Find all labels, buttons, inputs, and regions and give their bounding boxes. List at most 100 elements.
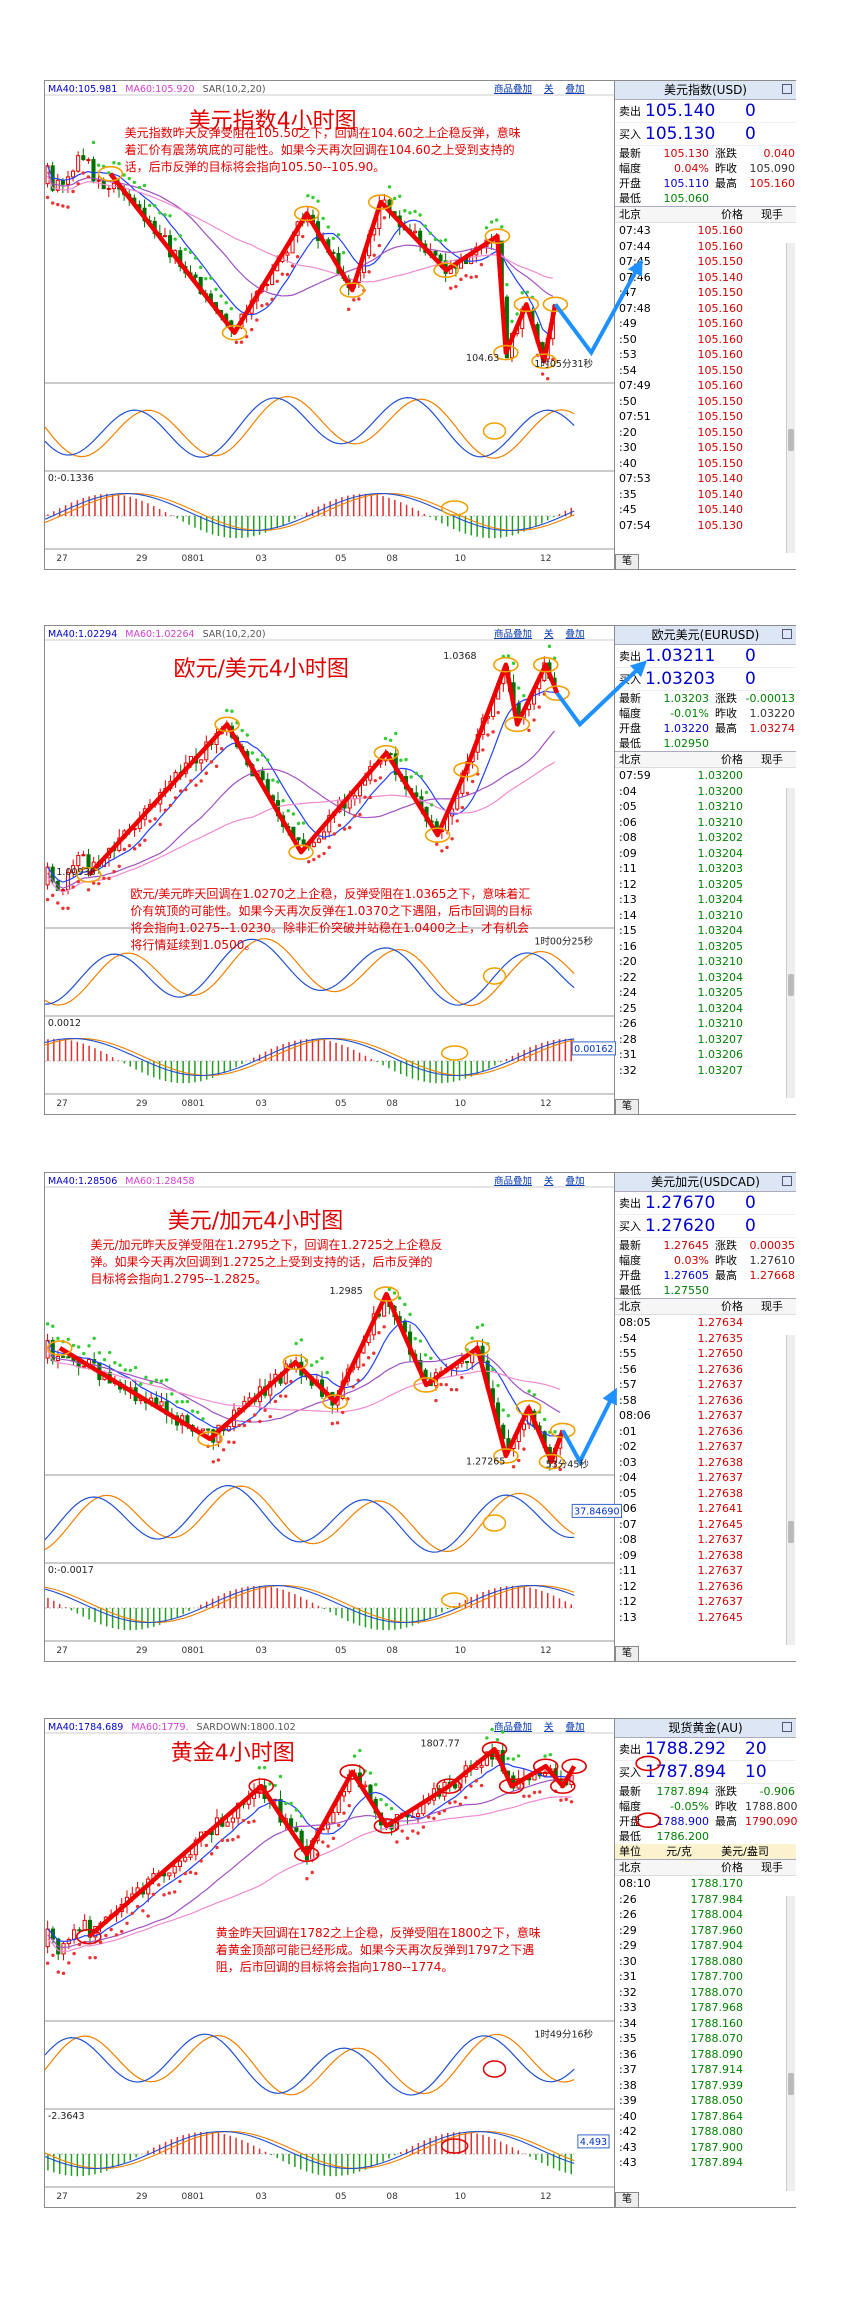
stats-row: 幅度 -0.01% 昨收 1.03220: [615, 706, 796, 721]
sar-dot: [332, 832, 337, 836]
trade-price: 105.150: [697, 394, 744, 408]
window-button[interactable]: [782, 84, 792, 94]
sar-dot: [336, 233, 341, 237]
tab[interactable]: 笔: [615, 2192, 639, 2207]
x-axis-label: 0801: [181, 554, 204, 564]
trade-row: :40 105.150: [615, 456, 796, 472]
trade-time: :13: [619, 893, 637, 906]
indicator-label: MA40:1.28506: [48, 1176, 117, 1187]
stats-row: 最低 105.060: [615, 191, 796, 206]
sar-dot: [231, 1837, 235, 1842]
toolbar-button[interactable]: 关: [544, 1175, 554, 1187]
chart-label: 0:-0.1336: [48, 473, 94, 484]
trade-row: :32 1788.070: [615, 1985, 796, 2001]
stat-value: 1.27550: [663, 1284, 710, 1297]
toolbar-button[interactable]: 商品叠加: [494, 628, 532, 640]
trade-price: 1.03207: [697, 1063, 744, 1077]
sar-dot: [224, 301, 228, 305]
turning-point-marker: [544, 685, 570, 701]
sar-dot: [459, 277, 463, 282]
toolbar-button[interactable]: 商品叠加: [494, 1175, 532, 1187]
candle-body: [77, 1929, 82, 1932]
sar-dot: [419, 774, 424, 779]
chart-label: 1807.77: [421, 1738, 460, 1749]
trade-price: 1.03203: [697, 862, 744, 875]
sar-dot: [465, 791, 470, 795]
trade-row: :12 1.27637: [615, 1594, 796, 1610]
trade-time: :12: [619, 1579, 637, 1593]
trade-time: :02: [619, 1440, 637, 1453]
sar-dot: [424, 790, 429, 795]
toolbar-button[interactable]: 叠加: [566, 1176, 585, 1187]
trade-time: 07:43: [619, 224, 651, 237]
sar-dot: [299, 1814, 304, 1818]
trade-time: :33: [619, 2001, 637, 2014]
sar-dot: [496, 710, 500, 715]
trade-time: :42: [619, 2125, 637, 2138]
sar-dot: [72, 1951, 76, 1956]
sar-dot: [268, 1782, 272, 1786]
toolbar-button[interactable]: 叠加: [566, 84, 585, 95]
column-header: 价格: [721, 1861, 743, 1874]
trade-price: 1787.900: [690, 2140, 744, 2154]
trade-price: 1788.070: [690, 1985, 744, 1999]
sar-dot: [351, 1385, 355, 1389]
trade-price: 1787.960: [690, 1923, 744, 1937]
trade-price: 105.140: [697, 472, 744, 485]
window-button[interactable]: [782, 1176, 792, 1186]
scrollbar[interactable]: [786, 1896, 795, 2191]
x-axis-label: 27: [56, 2192, 67, 2202]
toolbar-button[interactable]: 关: [544, 83, 554, 95]
scrollbar[interactable]: [786, 1335, 795, 1645]
window-button[interactable]: [782, 1722, 792, 1732]
toolbar-button[interactable]: 叠加: [566, 629, 585, 640]
buy-row: 买入 1787.894 10: [615, 1761, 796, 1784]
sar-dot: [515, 312, 519, 316]
stat-label: 涨跌: [715, 692, 737, 705]
window-button[interactable]: [782, 629, 792, 639]
sar-dot: [368, 1771, 373, 1775]
stat-label: 最新: [619, 1239, 641, 1252]
unit-option: 元/克: [666, 1845, 692, 1858]
scrollbar[interactable]: [786, 788, 795, 1098]
column-header: 北京: [619, 753, 641, 766]
scrollbar[interactable]: [786, 243, 795, 553]
trade-price: 1.27645: [697, 1517, 744, 1531]
sar-dot: [444, 1382, 448, 1387]
trade-time: :01: [619, 1424, 637, 1438]
indicator-label: MA60:105.920: [125, 84, 194, 95]
sar-dot: [107, 171, 111, 175]
toolbar-button[interactable]: 关: [544, 1721, 554, 1733]
toolbar-button[interactable]: 叠加: [566, 1722, 585, 1733]
toolbar-button[interactable]: 商品叠加: [494, 83, 532, 95]
chart-title: 美元指数4小时图: [188, 108, 357, 134]
candle-body: [82, 1919, 87, 1931]
sar-dot: [408, 1312, 412, 1317]
oscillator-line: [44, 2033, 575, 2096]
chart-label: 104.63: [466, 353, 499, 364]
toolbar-button[interactable]: 关: [544, 628, 554, 640]
value-box-label: 37.84690: [574, 1506, 619, 1517]
tab[interactable]: 笔: [615, 1099, 639, 1114]
x-axis-label: 0801: [181, 2192, 204, 2202]
x-axis-label: 08: [386, 1099, 398, 1109]
trend-zigzag: [87, 1746, 577, 1939]
trade-row: :13 1.03204: [615, 892, 796, 908]
stat-value: 105.110: [663, 177, 710, 190]
tab[interactable]: 笔: [615, 1646, 639, 1661]
turning-point-marker: [549, 1422, 576, 1439]
sell-row: 卖出 105.140 0: [615, 100, 796, 123]
trade-price: 1.03205: [697, 986, 744, 999]
trade-price: 1.27636: [697, 1362, 744, 1376]
trade-price: 105.160: [697, 317, 744, 330]
candle-body: [206, 1428, 211, 1431]
sar-dot: [93, 1955, 97, 1960]
toolbar-button[interactable]: 商品叠加: [494, 1721, 532, 1733]
trade-time: :25: [619, 1001, 637, 1015]
sell-cell: 1.03211: [645, 646, 716, 666]
tab[interactable]: 笔: [615, 554, 639, 569]
sar-dot: [373, 778, 378, 783]
sar-dot: [505, 282, 509, 287]
stat-value: 0.040: [763, 147, 796, 160]
sar-dot: [301, 821, 306, 825]
